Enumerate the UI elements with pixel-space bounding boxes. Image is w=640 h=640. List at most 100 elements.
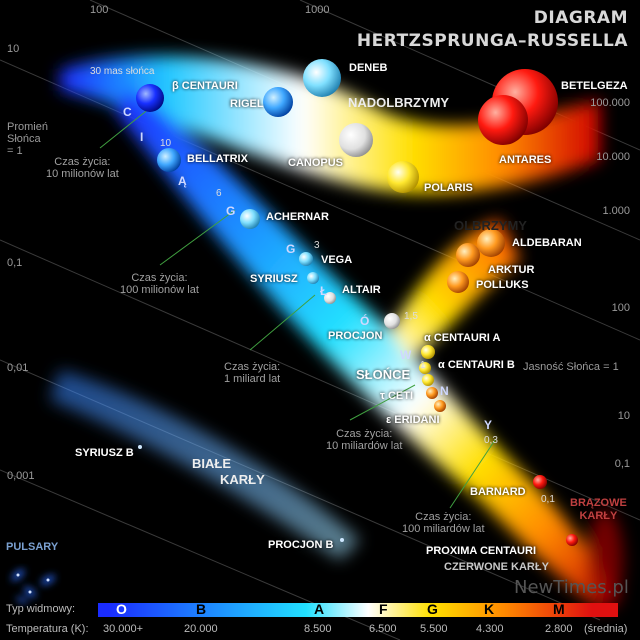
class-o: O xyxy=(116,601,127,617)
lifetime-100b: Czas życia: 100 miliardów lat xyxy=(402,511,485,535)
label-alpha-cen-b: α CENTAURI B xyxy=(438,359,515,371)
seq-letter-10: Y xyxy=(484,418,493,432)
seq-letter-7: Ó xyxy=(360,314,370,328)
label-eps-eridani: ε ERIDANI xyxy=(386,414,440,426)
lum-tick-100000: 100.000 xyxy=(590,97,630,109)
class-b: B xyxy=(196,601,207,617)
star-bellatrix xyxy=(157,148,181,172)
star-canopus xyxy=(339,123,373,157)
seq-letter-1: C xyxy=(123,105,132,119)
seq-letter-6: Ł xyxy=(320,284,328,298)
radius-tick-10: 10 xyxy=(7,43,20,55)
mass-10: 10 xyxy=(160,138,172,149)
star-rigel xyxy=(263,87,293,117)
mass-0-1: 0,1 xyxy=(541,494,555,505)
region-white-dwarfs-2: KARŁY xyxy=(220,472,265,487)
radius-tick-1000: 1000 xyxy=(305,4,330,16)
class-g: G xyxy=(427,601,438,617)
label-beta-centauri: β CENTAURI xyxy=(172,80,238,92)
label-tau-ceti: τ CETI xyxy=(380,390,414,402)
lifetime-lines xyxy=(99,107,496,509)
label-alpha-cen-a: α CENTAURI A xyxy=(424,332,501,344)
star-beta-centauri xyxy=(136,84,164,112)
mass-30: 30 mas słońca xyxy=(90,66,155,77)
seq-letter-9: N xyxy=(440,384,449,398)
star-syriusz-b xyxy=(138,445,142,449)
label-procjon: PROCJON xyxy=(328,330,383,342)
watermark: NewTimes.pl xyxy=(514,577,629,598)
lum-tick-1000: 1.000 xyxy=(602,205,630,217)
class-a: A xyxy=(314,601,325,617)
label-rigel: RIGEL xyxy=(230,98,264,110)
lum-tick-10000: 10.000 xyxy=(596,151,630,163)
label-sun: SŁOŃCE xyxy=(356,367,411,382)
lum-sun-label: Jasność Słońca = 1 xyxy=(523,361,619,373)
star-alpha-cen-a xyxy=(421,345,435,359)
seq-letter-8: W xyxy=(400,348,412,362)
label-syriusz-b: SYRIUSZ B xyxy=(75,447,134,459)
temp-o: 30.000+ xyxy=(103,623,144,635)
spectral-type-label: Typ widmowy: xyxy=(6,603,76,615)
label-antares: ANTARES xyxy=(499,154,552,166)
star-polaris xyxy=(387,161,419,193)
label-canopus: CANOPUS xyxy=(288,157,344,169)
star-tau-ceti xyxy=(426,387,438,399)
temp-k: 4.300 xyxy=(476,623,504,635)
lifetime-1b: Czas życia: 1 miliard lat xyxy=(224,361,281,385)
radius-tick-0-001: 0,001 xyxy=(7,470,35,482)
label-arktur: ARKTUR xyxy=(488,264,535,276)
radius-tick-0-1: 0,1 xyxy=(7,257,23,269)
star-markers xyxy=(136,59,578,546)
star-arktur xyxy=(456,243,480,267)
class-k: K xyxy=(484,601,495,617)
region-white-dwarfs-1: BIAŁE xyxy=(192,456,231,471)
label-betelgeza: BETELGEZA xyxy=(561,80,628,92)
region-red-dwarfs: CZERWONE KARŁY xyxy=(444,561,549,573)
star-vega xyxy=(299,252,313,266)
title-line2: HERTZSPRUNGA–RUSSELLA xyxy=(356,31,628,51)
star-deneb xyxy=(303,59,341,97)
star-procjon-b xyxy=(340,538,344,542)
temp-f: 6.500 xyxy=(369,623,397,635)
label-bellatrix: BELLATRIX xyxy=(187,153,248,165)
temp-note: (średnia) xyxy=(584,623,628,635)
star-sun xyxy=(422,374,434,386)
seq-letter-3: Ą xyxy=(178,174,187,188)
region-supergiants: NADOLBRZYMY xyxy=(348,95,450,110)
seq-letter-2: I xyxy=(140,130,144,144)
label-barnard: BARNARD xyxy=(470,486,526,498)
label-syriusz: SYRIUSZ xyxy=(250,273,298,285)
mass-1-5: 1,5 xyxy=(404,311,418,322)
temp-a: 8.500 xyxy=(304,623,332,635)
star-procjon xyxy=(384,313,400,329)
supergiant-band xyxy=(60,55,600,194)
temp-b: 20.000 xyxy=(184,623,218,635)
label-polluks: POLLUKS xyxy=(476,279,529,291)
lum-tick-100: 100 xyxy=(611,302,630,314)
region-pulsars: PULSARY xyxy=(6,541,59,553)
class-m: M xyxy=(553,601,565,617)
star-altair xyxy=(324,292,336,304)
temp-m: 2.800 xyxy=(545,623,573,635)
star-syriusz xyxy=(307,272,319,284)
radius-tick-100: 100 xyxy=(90,4,109,16)
label-altair: ALTAIR xyxy=(342,284,381,296)
star-barnard xyxy=(533,475,547,489)
label-achernar: ACHERNAR xyxy=(266,211,329,223)
temperature-label: Temperatura (K): xyxy=(6,623,89,635)
title-line1: DIAGRAM xyxy=(533,8,628,28)
temp-g: 5.500 xyxy=(420,623,448,635)
spectral-bar xyxy=(98,603,618,617)
star-proxima xyxy=(566,534,578,546)
label-vega: VEGA xyxy=(321,254,353,266)
star-antares xyxy=(478,95,528,145)
radius-tick-0-01: 0,01 xyxy=(7,362,29,374)
mass-0-3: 0,3 xyxy=(484,435,498,446)
lum-tick-10: 10 xyxy=(617,410,630,422)
mass-3: 3 xyxy=(314,240,320,251)
star-eps-eridani xyxy=(434,400,446,412)
lum-tick-0-1: 0,1 xyxy=(614,458,630,470)
radius-label: Promień Słońca = 1 xyxy=(7,121,48,157)
lifetime-100m: Czas życia: 100 milionów lat xyxy=(120,272,199,296)
